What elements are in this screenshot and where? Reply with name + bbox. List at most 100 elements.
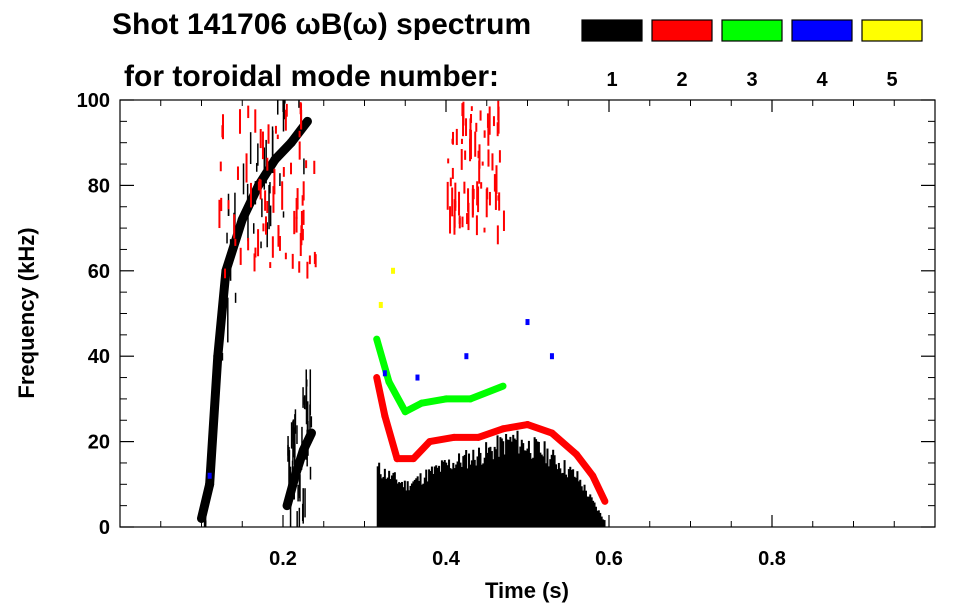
mode-2-patch [498,150,501,163]
mode-1-band [398,482,401,527]
series-mode-2 [218,100,609,505]
mode-5-point [378,301,383,308]
mode-2-patch [261,131,264,160]
mode-1-streak [290,422,293,449]
mode-2-patch [502,210,505,232]
mode-2-patch [284,109,287,131]
y-axis-label: Frequency (kHz) [14,227,39,398]
legend-label-5: 5 [886,69,897,91]
mode-2-patch [488,191,491,206]
mode-2-patch [493,174,496,192]
mode-1-streak [211,395,213,411]
mode-2-patch [301,228,304,241]
mode-2-patch [302,209,305,225]
mode-2-line [373,374,389,420]
mode-1-streak [229,239,232,281]
mode-1-streak [203,518,206,527]
mode-2-patch [299,102,302,115]
mode-2-patch [267,124,270,144]
legend-label-3: 3 [746,69,757,91]
mode-1-streak [300,462,303,470]
mode-1-streak [288,446,290,489]
mode-1-streak [271,126,274,163]
mode-2-patch [475,215,478,236]
mode-1-streak [269,182,271,194]
mode-2-patch [284,252,287,260]
mode-1-band [476,456,479,527]
mode-2-patch [276,134,279,140]
mode-1-band [400,481,403,527]
mode-1-band [389,478,392,527]
mode-1-streak [261,198,263,218]
mode-1-band [489,446,492,527]
mode-2-line [524,421,556,437]
mode-2-patch [460,138,463,144]
mode-2-patch [485,188,488,218]
mode-1-band [560,473,563,527]
mode-1-band [466,468,469,527]
mode-1-band [515,439,518,527]
mode-1-streak [302,488,304,524]
mode-2-patch [298,130,301,138]
mode-1-band [552,449,555,527]
mode-1-streak [291,460,294,493]
mode-2-patch [313,160,316,174]
mode-1-band [536,441,539,527]
mode-1-streak [202,564,204,572]
mode-2-patch [281,181,284,210]
mode-2-patch [449,177,452,187]
mode-1-streak [294,414,296,458]
mode-1-band [413,479,416,527]
mode-2-patch [483,227,486,233]
mode-1-streak [276,100,279,115]
mode-1-band [583,484,586,527]
mode-2-patch [471,185,474,215]
mode-1-band [517,453,520,527]
mode-1-streak [309,466,312,480]
mode-2-patch [487,149,490,167]
mode-2-patch [458,191,461,216]
mode-1-band [415,478,418,527]
mode-2-patch [475,122,478,132]
mode-1-band [459,462,462,527]
mode-1-band [450,469,453,527]
mode-1-band [463,454,466,527]
mode-2-patch [496,225,499,245]
mode-1-band [446,465,449,527]
mode-1-band [506,439,509,527]
mode-2-patch [452,131,455,145]
mode-1-streak [287,436,289,456]
mode-2-patch [271,236,274,258]
mode-1-band [460,466,463,527]
mode-1-streak [305,369,307,410]
mode-2-patch [295,197,298,220]
mode-2-patch [488,106,491,135]
mode-1-band [458,453,461,527]
mode-3-line [466,382,507,403]
y-tick-label-3: 60 [88,261,110,283]
legend-label-4: 4 [816,69,828,91]
mode-2-patch [477,186,480,213]
mode-1-band [590,497,593,527]
mode-2-patch [272,186,275,213]
mode-2-patch [483,130,486,138]
mode-5-point [391,267,396,274]
x-tick-label-0: 0.2 [269,548,297,570]
series-mode-5 [378,267,396,308]
mode-1-band [490,451,493,527]
mode-1-streak [282,211,285,218]
mode-1-band [390,475,394,527]
mode-1-band [456,461,459,527]
mode-2-patch [451,187,454,217]
chart-title-line2: for toroidal mode number: [124,60,499,93]
mode-2-patch [308,255,311,265]
mode-1-band [577,481,580,527]
mode-1-streak [303,158,305,175]
mode-1-band [539,452,542,527]
mode-1-streak [309,369,312,416]
legend-swatch-4 [791,19,853,42]
mode-2-patch [291,253,294,269]
mode-1-band [423,477,426,527]
mode-2-patch [298,141,301,160]
